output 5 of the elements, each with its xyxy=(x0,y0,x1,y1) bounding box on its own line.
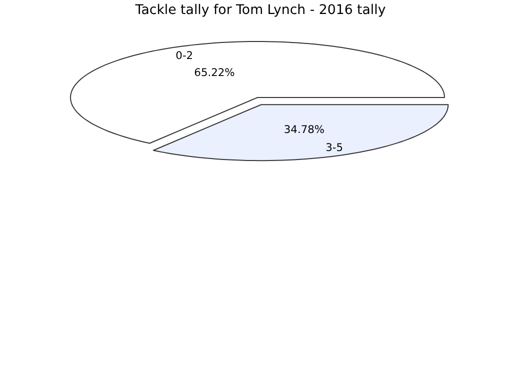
chart-title: Tackle tally for Tom Lynch - 2016 tally xyxy=(134,3,386,18)
slice-label: 3-5 xyxy=(326,140,344,154)
data-label: 34.78% xyxy=(284,122,325,136)
data-label: 65.22% xyxy=(194,66,235,80)
slice-label: 0-2 xyxy=(176,49,194,62)
